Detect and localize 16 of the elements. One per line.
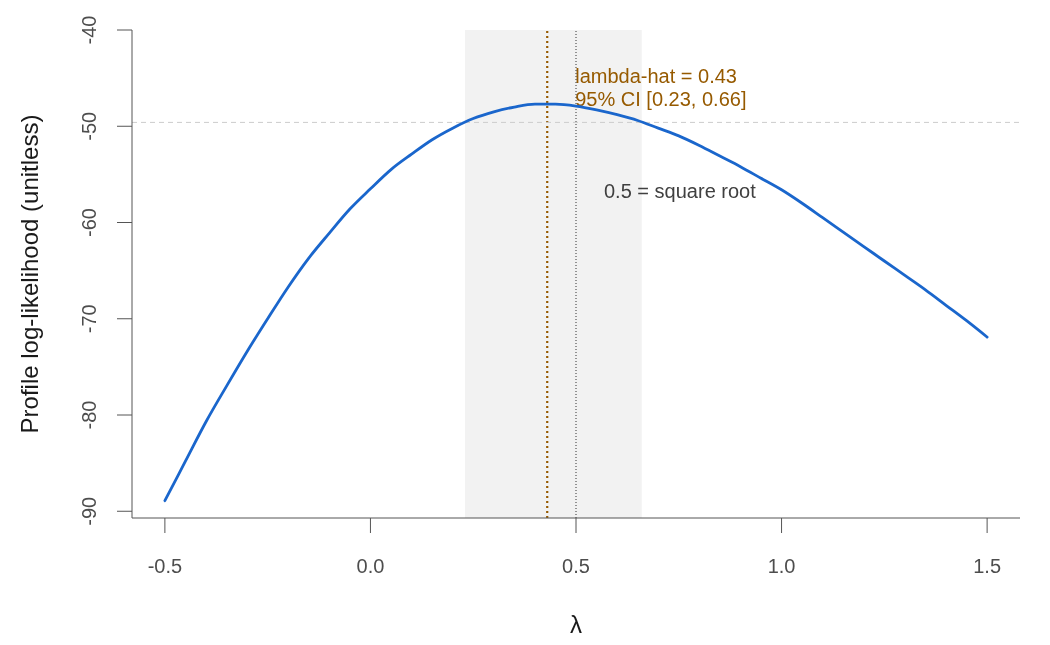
y-axis-title: Profile log-likelihood (unitless): [16, 114, 43, 434]
y-tick-label: -70: [78, 304, 100, 334]
y-tick-label: -50: [78, 111, 100, 141]
x-axis-title: λ: [570, 611, 582, 638]
x-tick-label: -0.5: [147, 555, 183, 577]
ref-line-label: lambda-hat = 0.43: [575, 65, 737, 87]
x-tick-label: 0.0: [356, 555, 385, 577]
x-tick-label: 0.5: [562, 555, 590, 577]
ref-line-label: 0.5 = square root: [604, 180, 757, 202]
x-tick-label: 1.0: [767, 555, 796, 577]
band-label: 95% CI [0.23, 0.66]: [575, 88, 747, 110]
x-tick-label: 1.5: [973, 555, 1002, 577]
y-tick-label: -80: [78, 400, 100, 430]
y-tick-label: -40: [78, 15, 100, 45]
y-tick-label: -90: [78, 496, 100, 526]
y-tick-label: -60: [78, 208, 100, 237]
